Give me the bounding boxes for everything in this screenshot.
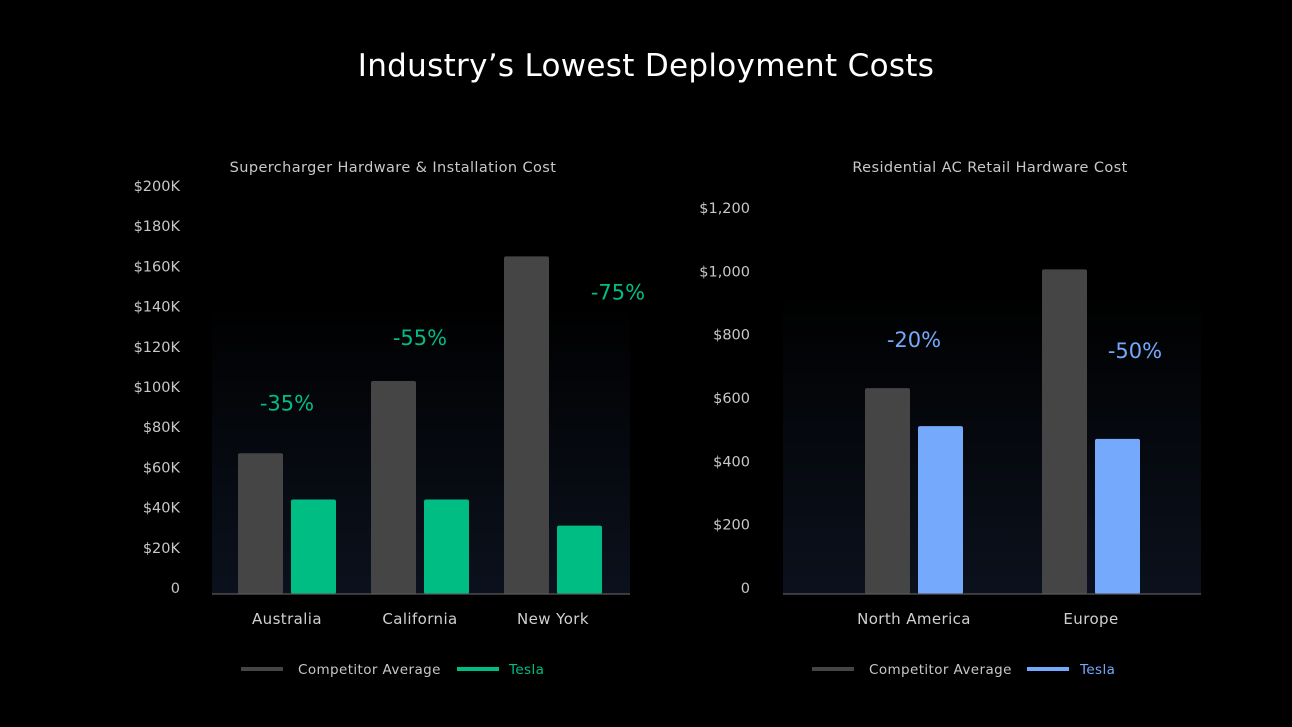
legend-label: Tesla <box>1079 662 1115 678</box>
y-tick-label: $1,000 <box>699 264 750 280</box>
y-tick-label: $400 <box>713 454 750 470</box>
x-category-label: Europe <box>1063 610 1118 628</box>
y-tick-label: $800 <box>713 328 750 344</box>
y-tick-label: $60K <box>143 460 181 476</box>
tesla-bar <box>557 525 602 594</box>
reduction-label: -35% <box>260 391 314 415</box>
y-tick-label: $40K <box>143 501 181 517</box>
tesla-bar <box>918 426 963 594</box>
y-tick-label: $100K <box>134 380 181 396</box>
competitor-bar <box>504 256 549 594</box>
y-tick-label: $120K <box>134 340 181 356</box>
y-tick-label: $1,200 <box>699 201 750 217</box>
competitor-bar <box>238 453 283 594</box>
supercharger-cost-chart: Supercharger Hardware & Installation Cos… <box>134 160 646 678</box>
x-category-label: California <box>382 610 457 628</box>
y-tick-label: $200 <box>713 518 750 534</box>
competitor-bar <box>865 388 910 594</box>
y-tick-label: $80K <box>143 420 181 436</box>
chart-title: Residential AC Retail Hardware Cost <box>852 160 1127 176</box>
page-title: Industry’s Lowest Deployment Costs <box>357 48 935 84</box>
tesla-bar <box>291 499 336 594</box>
reduction-label: -55% <box>393 326 447 350</box>
y-tick-label: $180K <box>134 219 181 235</box>
tesla-bar <box>424 499 469 594</box>
competitor-bar <box>371 380 416 594</box>
reduction-label: -50% <box>1108 339 1162 363</box>
x-category-label: North America <box>857 610 971 628</box>
reduction-label: -20% <box>887 328 941 352</box>
legend-label: Tesla <box>508 662 544 678</box>
y-tick-label: $140K <box>134 300 181 316</box>
legend-label: Competitor Average <box>298 662 441 678</box>
y-tick-label: $160K <box>134 259 181 275</box>
y-tick-label: $20K <box>143 541 181 557</box>
x-category-label: New York <box>517 610 589 628</box>
reduction-label: -75% <box>591 281 645 305</box>
residential-ac-cost-chart: Residential AC Retail Hardware Cost 0 $20… <box>699 160 1201 678</box>
tesla-bar <box>1095 438 1140 594</box>
y-tick-label: 0 <box>741 581 750 597</box>
y-tick-label: $600 <box>713 391 750 407</box>
x-category-label: Australia <box>252 610 322 628</box>
competitor-bar <box>1042 269 1087 594</box>
legend-label: Competitor Average <box>869 662 1012 678</box>
chart-title: Supercharger Hardware & Installation Cos… <box>230 160 557 176</box>
y-tick-label: $200K <box>134 179 181 195</box>
y-tick-label: 0 <box>171 581 180 597</box>
